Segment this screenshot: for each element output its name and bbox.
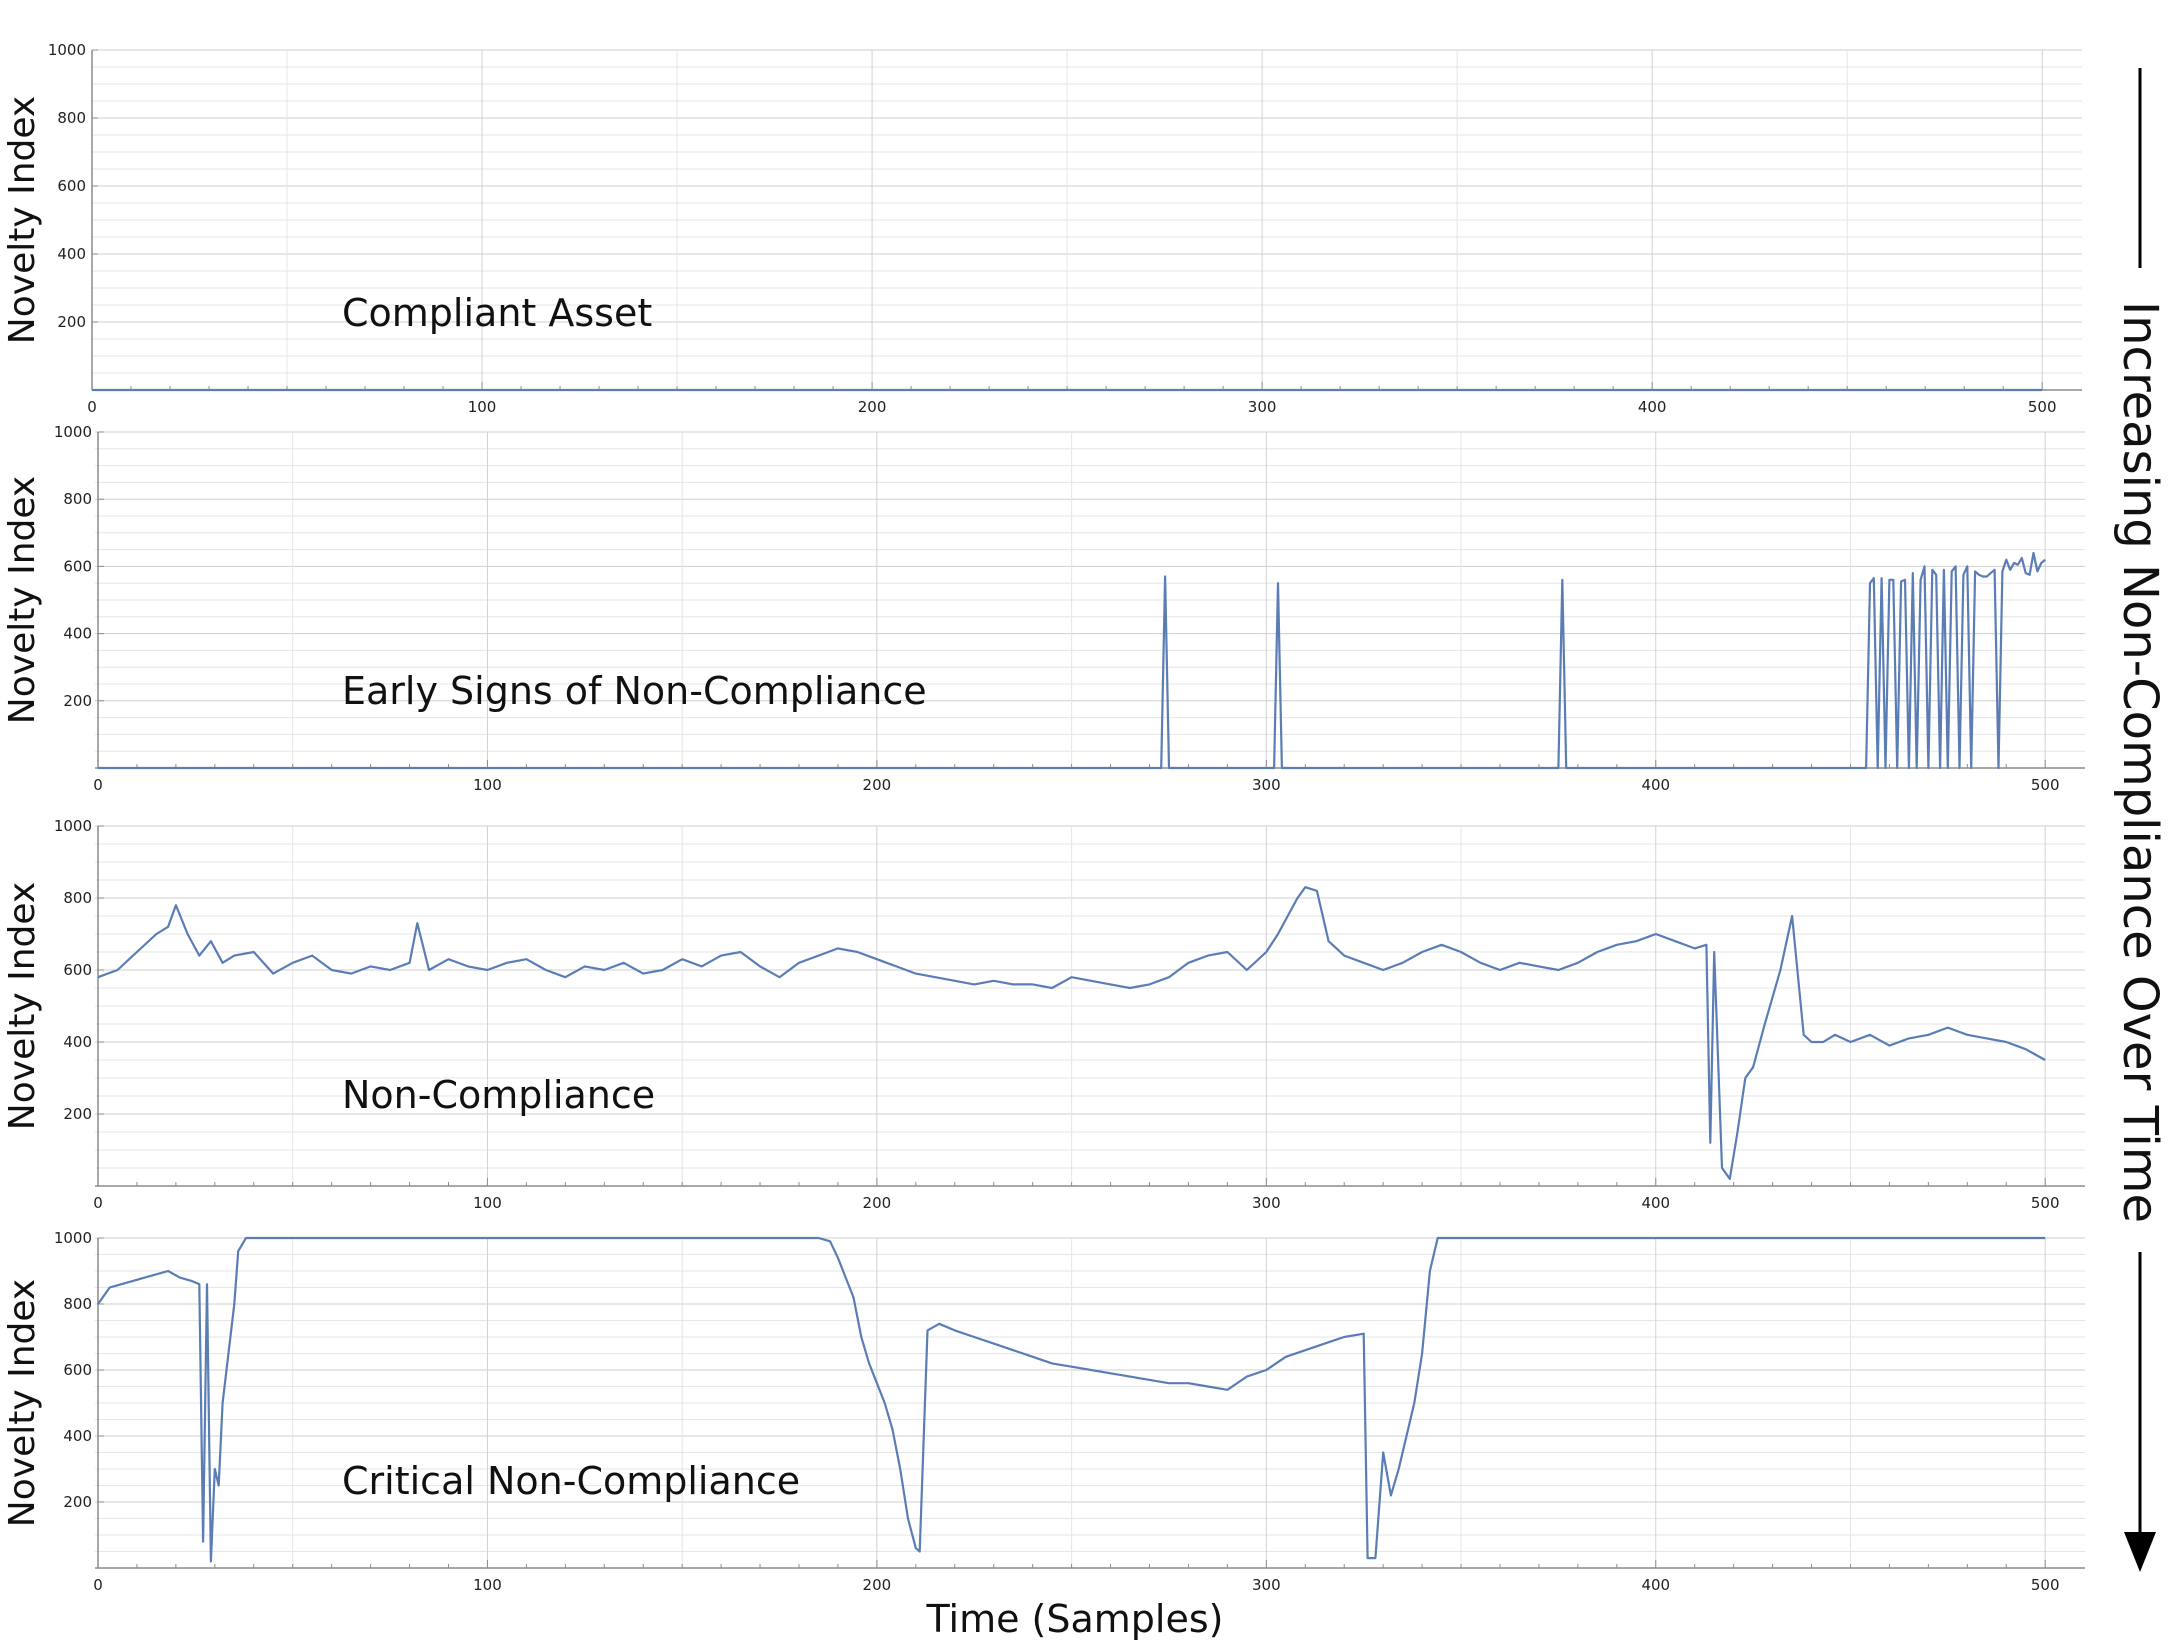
panel-annotation: Non-Compliance — [342, 1073, 655, 1117]
x-tick-label: 200 — [863, 1576, 892, 1594]
x-tick-label: 500 — [2028, 398, 2057, 416]
x-tick-label: 0 — [93, 776, 103, 794]
x-tick-label: 100 — [473, 1576, 502, 1594]
x-tick-label: 500 — [2031, 1576, 2060, 1594]
y-tick-label: 1000 — [54, 1229, 92, 1247]
x-tick-label: 200 — [863, 1194, 892, 1212]
y-tick-label: 400 — [63, 1427, 92, 1445]
y-tick-label: 600 — [63, 961, 92, 979]
x-tick-label: 500 — [2031, 1194, 2060, 1212]
x-tick-label: 400 — [1638, 398, 1667, 416]
chart-panel-2: 0 100 200 300 400 500 200 400 600 800 1000 Novelty … — [2, 423, 2085, 794]
panel-annotation: Early Signs of Non-Compliance — [342, 669, 927, 713]
down-arrow-icon — [2124, 1532, 2156, 1572]
side-annotation: Increasing Non-Compliance Over Time — [2112, 68, 2168, 1572]
y-tick-label: 200 — [63, 1493, 92, 1511]
y-tick-label: 600 — [63, 1361, 92, 1379]
y-tick-label: 400 — [63, 625, 92, 643]
y-axis-label: Novelty Index — [2, 96, 43, 344]
y-tick-label: 1000 — [48, 41, 86, 59]
y-axis-label: Novelty Index — [2, 476, 43, 724]
series-line-1 — [97, 1236, 2046, 1563]
x-tick-label: 100 — [468, 398, 497, 416]
x-tick-label: 0 — [93, 1194, 103, 1212]
x-tick-label: 200 — [858, 398, 887, 416]
y-tick-label: 1000 — [54, 817, 92, 835]
x-tick-label: 400 — [1641, 1576, 1670, 1594]
y-axis-label: Novelty Index — [2, 882, 43, 1130]
x-tick-label: 500 — [2031, 776, 2060, 794]
y-axis-label: Novelty Index — [2, 1279, 43, 1527]
x-tick-label: 100 — [473, 776, 502, 794]
y-tick-label: 400 — [57, 245, 86, 263]
y-tick-label: 1000 — [54, 423, 92, 441]
panel-annotation: Compliant Asset — [342, 291, 652, 335]
x-tick-label: 400 — [1641, 1194, 1670, 1212]
y-tick-label: 600 — [63, 557, 92, 575]
y-tick-label: 800 — [57, 109, 86, 127]
series-line-1 — [98, 551, 2046, 770]
y-tick-label: 200 — [63, 1105, 92, 1123]
x-tick-label: 0 — [93, 1576, 103, 1594]
x-tick-label: 100 — [473, 1194, 502, 1212]
series-line-1 — [97, 886, 2046, 1180]
x-tick-label: 300 — [1252, 1576, 1281, 1594]
x-tick-label: 300 — [1252, 776, 1281, 794]
x-tick-label: 0 — [87, 398, 97, 416]
x-tick-label: 300 — [1252, 1194, 1281, 1212]
y-tick-label: 800 — [63, 490, 92, 508]
y-tick-label: 600 — [57, 177, 86, 195]
y-tick-label: 800 — [63, 1295, 92, 1313]
x-axis-title: Time (Samples) — [925, 1597, 1223, 1641]
panel-annotation: Critical Non-Compliance — [342, 1459, 800, 1503]
side-label: Increasing Non-Compliance Over Time — [2112, 301, 2168, 1223]
chart-panel-3: 0 100 200 300 400 500 200 400 600 800 1000 Novelty … — [2, 817, 2085, 1212]
x-tick-label: 300 — [1248, 398, 1277, 416]
chart-panel-1: 0 100 200 300 400 500 200 400 600 800 1000 Novelty … — [2, 41, 2082, 416]
chart-panel-4: 0 100 200 300 400 500 200 400 600 800 1000 Novelty … — [2, 1229, 2085, 1594]
y-tick-label: 400 — [63, 1033, 92, 1051]
y-tick-label: 800 — [63, 889, 92, 907]
x-tick-label: 200 — [863, 776, 892, 794]
y-tick-label: 200 — [57, 313, 86, 331]
y-tick-label: 200 — [63, 692, 92, 710]
x-tick-label: 400 — [1641, 776, 1670, 794]
chart-panels: 0 100 200 300 400 5002004006008001000Novelty … — [2, 41, 2085, 1594]
